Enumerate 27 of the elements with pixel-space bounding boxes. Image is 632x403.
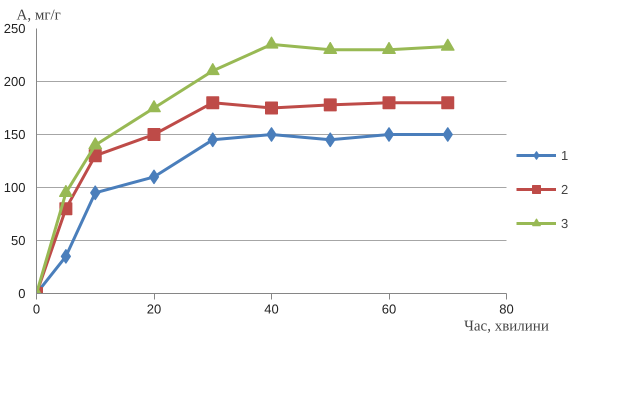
legend-label: 1: [561, 148, 570, 162]
x-tick-label: 80: [499, 302, 514, 316]
point: [265, 102, 278, 114]
x-tick-label: 60: [382, 302, 396, 316]
y-tick-label: 200: [4, 74, 26, 89]
point: [324, 98, 337, 112]
y-tick-label: 150: [4, 127, 26, 142]
x-tick-label: 40: [264, 302, 279, 316]
y-tick-label: 100: [4, 180, 26, 195]
point: [384, 127, 394, 142]
legend-label: 3: [561, 216, 570, 230]
x-tick-label: 0: [32, 302, 40, 316]
point: [442, 127, 453, 142]
x-axis-title: Час, хвилини: [464, 318, 549, 334]
y-axis-title: А, мг/г: [16, 8, 61, 24]
point: [148, 169, 160, 184]
point: [441, 96, 454, 110]
point: [382, 96, 396, 110]
y-tick-label: 250: [4, 21, 26, 36]
point: [206, 96, 220, 110]
x-tick-label: 20: [146, 302, 162, 316]
legend-label: 2: [561, 182, 570, 196]
point: [266, 127, 277, 142]
y-tick-label: 50: [11, 233, 26, 248]
y-tick-label: 0: [18, 286, 26, 301]
point: [148, 128, 160, 141]
point: [60, 248, 72, 264]
